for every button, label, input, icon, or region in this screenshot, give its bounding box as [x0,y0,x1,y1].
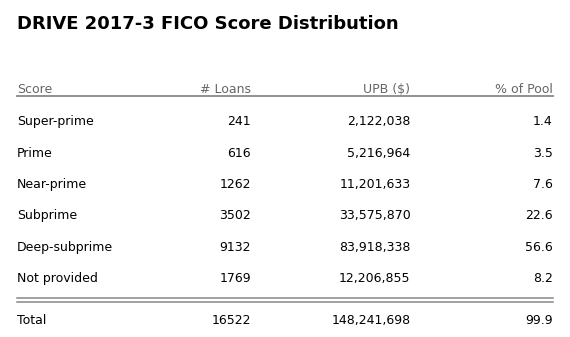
Text: 56.6: 56.6 [525,241,553,254]
Text: Deep-subprime: Deep-subprime [17,241,113,254]
Text: 9132: 9132 [219,241,251,254]
Text: 1769: 1769 [219,272,251,285]
Text: 1.4: 1.4 [533,115,553,128]
Text: 3502: 3502 [219,209,251,222]
Text: Near-prime: Near-prime [17,178,87,191]
Text: 12,206,855: 12,206,855 [339,272,410,285]
Text: 11,201,633: 11,201,633 [339,178,410,191]
Text: 3.5: 3.5 [533,147,553,160]
Text: Total: Total [17,314,47,327]
Text: 5,216,964: 5,216,964 [347,147,410,160]
Text: 99.9: 99.9 [526,314,553,327]
Text: DRIVE 2017-3 FICO Score Distribution: DRIVE 2017-3 FICO Score Distribution [17,15,399,33]
Text: 616: 616 [227,147,251,160]
Text: Subprime: Subprime [17,209,77,222]
Text: 148,241,698: 148,241,698 [331,314,410,327]
Text: 83,918,338: 83,918,338 [339,241,410,254]
Text: Not provided: Not provided [17,272,98,285]
Text: % of Pool: % of Pool [495,83,553,96]
Text: 1262: 1262 [219,178,251,191]
Text: Prime: Prime [17,147,53,160]
Text: Super-prime: Super-prime [17,115,94,128]
Text: 16522: 16522 [211,314,251,327]
Text: 22.6: 22.6 [526,209,553,222]
Text: # Loans: # Loans [200,83,251,96]
Text: Score: Score [17,83,52,96]
Text: 8.2: 8.2 [533,272,553,285]
Text: UPB ($): UPB ($) [364,83,410,96]
Text: 7.6: 7.6 [533,178,553,191]
Text: 33,575,870: 33,575,870 [339,209,410,222]
Text: 241: 241 [227,115,251,128]
Text: 2,122,038: 2,122,038 [347,115,410,128]
